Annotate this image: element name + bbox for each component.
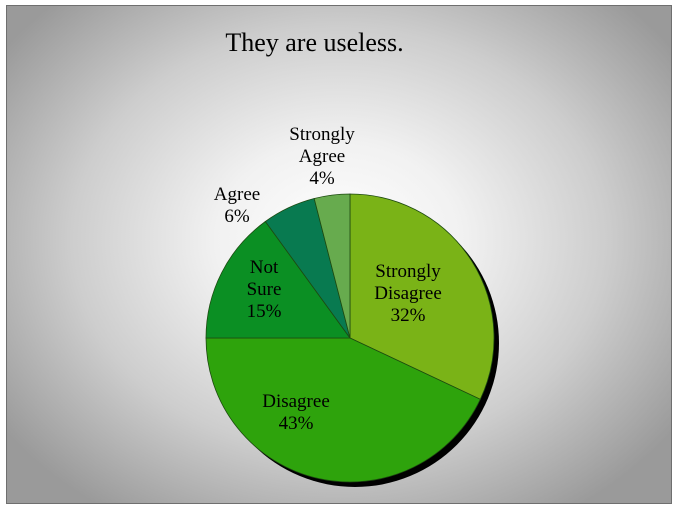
pie-slice-not-sure	[205, 220, 351, 339]
pie-slice-strongly-disagree	[349, 193, 495, 400]
pie-slice-disagree	[205, 337, 481, 483]
slice-label-agree: Agree 6%	[214, 184, 260, 227]
slice-label-strongly-disagree: Strongly Disagree 32%	[374, 261, 442, 326]
slice-label-disagree: Disagree 43%	[262, 391, 330, 434]
slice-label-strongly-agree: Strongly Agree 4%	[289, 124, 355, 189]
slice-label-not-sure: Not Sure 15%	[247, 257, 282, 322]
pie-slice-strongly-agree	[313, 193, 351, 339]
chart-title: They are useless.	[225, 28, 404, 57]
